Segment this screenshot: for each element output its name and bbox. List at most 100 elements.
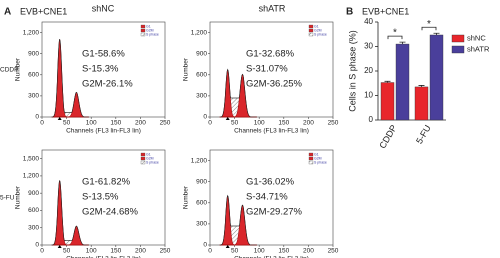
y-tick-label: 600 <box>196 199 207 206</box>
stat-text: G1-36.02% <box>246 177 295 188</box>
x-tick-label: 0 <box>208 120 212 127</box>
y-axis-label: Number <box>183 57 190 81</box>
x-tick-label: 150 <box>110 248 121 255</box>
row-label: 5-FU <box>0 195 15 202</box>
y-tick-label: 1,500 <box>23 155 40 162</box>
plot-frame <box>41 21 166 118</box>
histogram-outline <box>51 180 89 246</box>
legend-swatch <box>308 32 314 37</box>
y-tick-label: 0 <box>35 114 39 121</box>
marker <box>225 245 230 248</box>
y-tick-label: 1,200 <box>191 29 208 36</box>
y-tick-label: 300 <box>28 93 39 100</box>
error-bar <box>399 41 406 45</box>
y-tick-label: 1,200 <box>23 29 40 36</box>
panel-title: EVB+CNE1 <box>20 6 67 16</box>
y-tick-label: 300 <box>28 224 39 231</box>
stat-text: G1-58.6% <box>82 49 125 60</box>
x-tick-label: 100 <box>254 248 265 255</box>
x-axis-label: Channels (FL3 lin-FL3 lin) <box>234 128 309 135</box>
legend-label: G1 <box>146 24 151 28</box>
x-tick-label: 200 <box>135 248 146 255</box>
legend-label: G1 <box>314 24 319 28</box>
stat-text: G2M-29.27% <box>246 207 303 218</box>
legend-swatch <box>140 24 146 29</box>
legend-label: G1 <box>146 152 151 156</box>
error-bar <box>433 32 440 35</box>
bar <box>414 86 429 121</box>
legend-label: G2M <box>314 156 322 160</box>
legend-swatch <box>308 28 314 33</box>
plot-frame <box>41 149 166 246</box>
legend-label: shATR <box>467 44 490 53</box>
legend-swatch <box>140 156 146 161</box>
y-tick-label: 0 <box>369 115 374 124</box>
column-label: shNC <box>92 3 115 13</box>
legend-swatch <box>140 160 146 165</box>
y-tick-label: 900 <box>196 178 207 185</box>
x-tick-label: 250 <box>160 120 171 127</box>
panel-label: B <box>346 7 353 18</box>
bar <box>429 34 444 121</box>
y-tick-label: 900 <box>28 190 39 197</box>
column-label: shATR <box>259 3 286 13</box>
stat-text: S-13.5% <box>82 192 119 203</box>
y-tick-label: 600 <box>28 207 39 214</box>
legend-swatch <box>308 156 314 161</box>
x-tick-label: 100 <box>86 120 97 127</box>
x-tick-label: 250 <box>160 248 171 255</box>
plot-frame <box>209 21 334 118</box>
x-axis-label: Channels (FL3 lin-FL3 lin) <box>66 256 141 258</box>
legend-swatch <box>140 32 146 37</box>
error-bar <box>418 85 425 87</box>
y-tick-label: 0 <box>35 242 39 249</box>
legend-label: G2M <box>146 28 154 32</box>
legend-swatch <box>140 28 146 33</box>
significance-mark: * <box>427 19 431 30</box>
y-tick-label: 10 <box>364 91 373 100</box>
legend-swatch <box>140 152 146 157</box>
x-tick-label: 50 <box>231 120 239 127</box>
legend-label: G2M <box>146 156 154 160</box>
y-tick-label: 600 <box>28 71 39 78</box>
legend-swatch <box>451 45 465 54</box>
y-tick-label: 30 <box>364 42 373 51</box>
x-tick-label: CDDP <box>377 123 398 150</box>
histogram-outline <box>219 68 257 118</box>
panel-title: EVB+CNE1 <box>362 6 409 16</box>
y-tick-label: 40 <box>364 17 373 26</box>
x-tick-label: 150 <box>278 248 289 255</box>
x-tick-label: 250 <box>328 120 339 127</box>
x-tick-label: 150 <box>278 120 289 127</box>
x-tick-label: 0 <box>40 120 44 127</box>
stat-text: S-31.07% <box>246 64 288 75</box>
legend-label: S phase <box>146 32 159 36</box>
y-tick-label: 600 <box>196 71 207 78</box>
legend-swatch <box>308 160 314 165</box>
y-tick-label: 1,200 <box>23 173 40 180</box>
legend-label: G1 <box>314 152 319 156</box>
stat-text: G2M-36.25% <box>246 79 303 90</box>
legend-swatch <box>451 34 465 43</box>
bar <box>395 43 410 121</box>
legend-swatch <box>308 152 314 157</box>
legend-swatch <box>308 24 314 29</box>
significance-bracket <box>387 35 403 40</box>
x-tick-label: 200 <box>135 120 146 127</box>
y-tick-label: 1,200 <box>191 157 208 164</box>
marker <box>57 117 62 120</box>
error-bar <box>384 80 391 83</box>
x-tick-label: 250 <box>328 248 339 255</box>
x-axis-label: Channels (FL3 lin-FL3 lin) <box>66 128 141 135</box>
y-tick-label: 0 <box>203 114 207 121</box>
legend-label: S phase <box>146 160 159 164</box>
histogram-outline <box>51 39 89 118</box>
x-tick-label: 150 <box>110 120 121 127</box>
y-tick-label: 900 <box>28 50 39 57</box>
stat-text: G1-32.68% <box>246 49 295 60</box>
y-axis-label: Number <box>15 185 22 209</box>
x-tick-label: 0 <box>208 248 212 255</box>
stat-text: S-34.71% <box>246 192 288 203</box>
legend-label: S phase <box>314 32 327 36</box>
